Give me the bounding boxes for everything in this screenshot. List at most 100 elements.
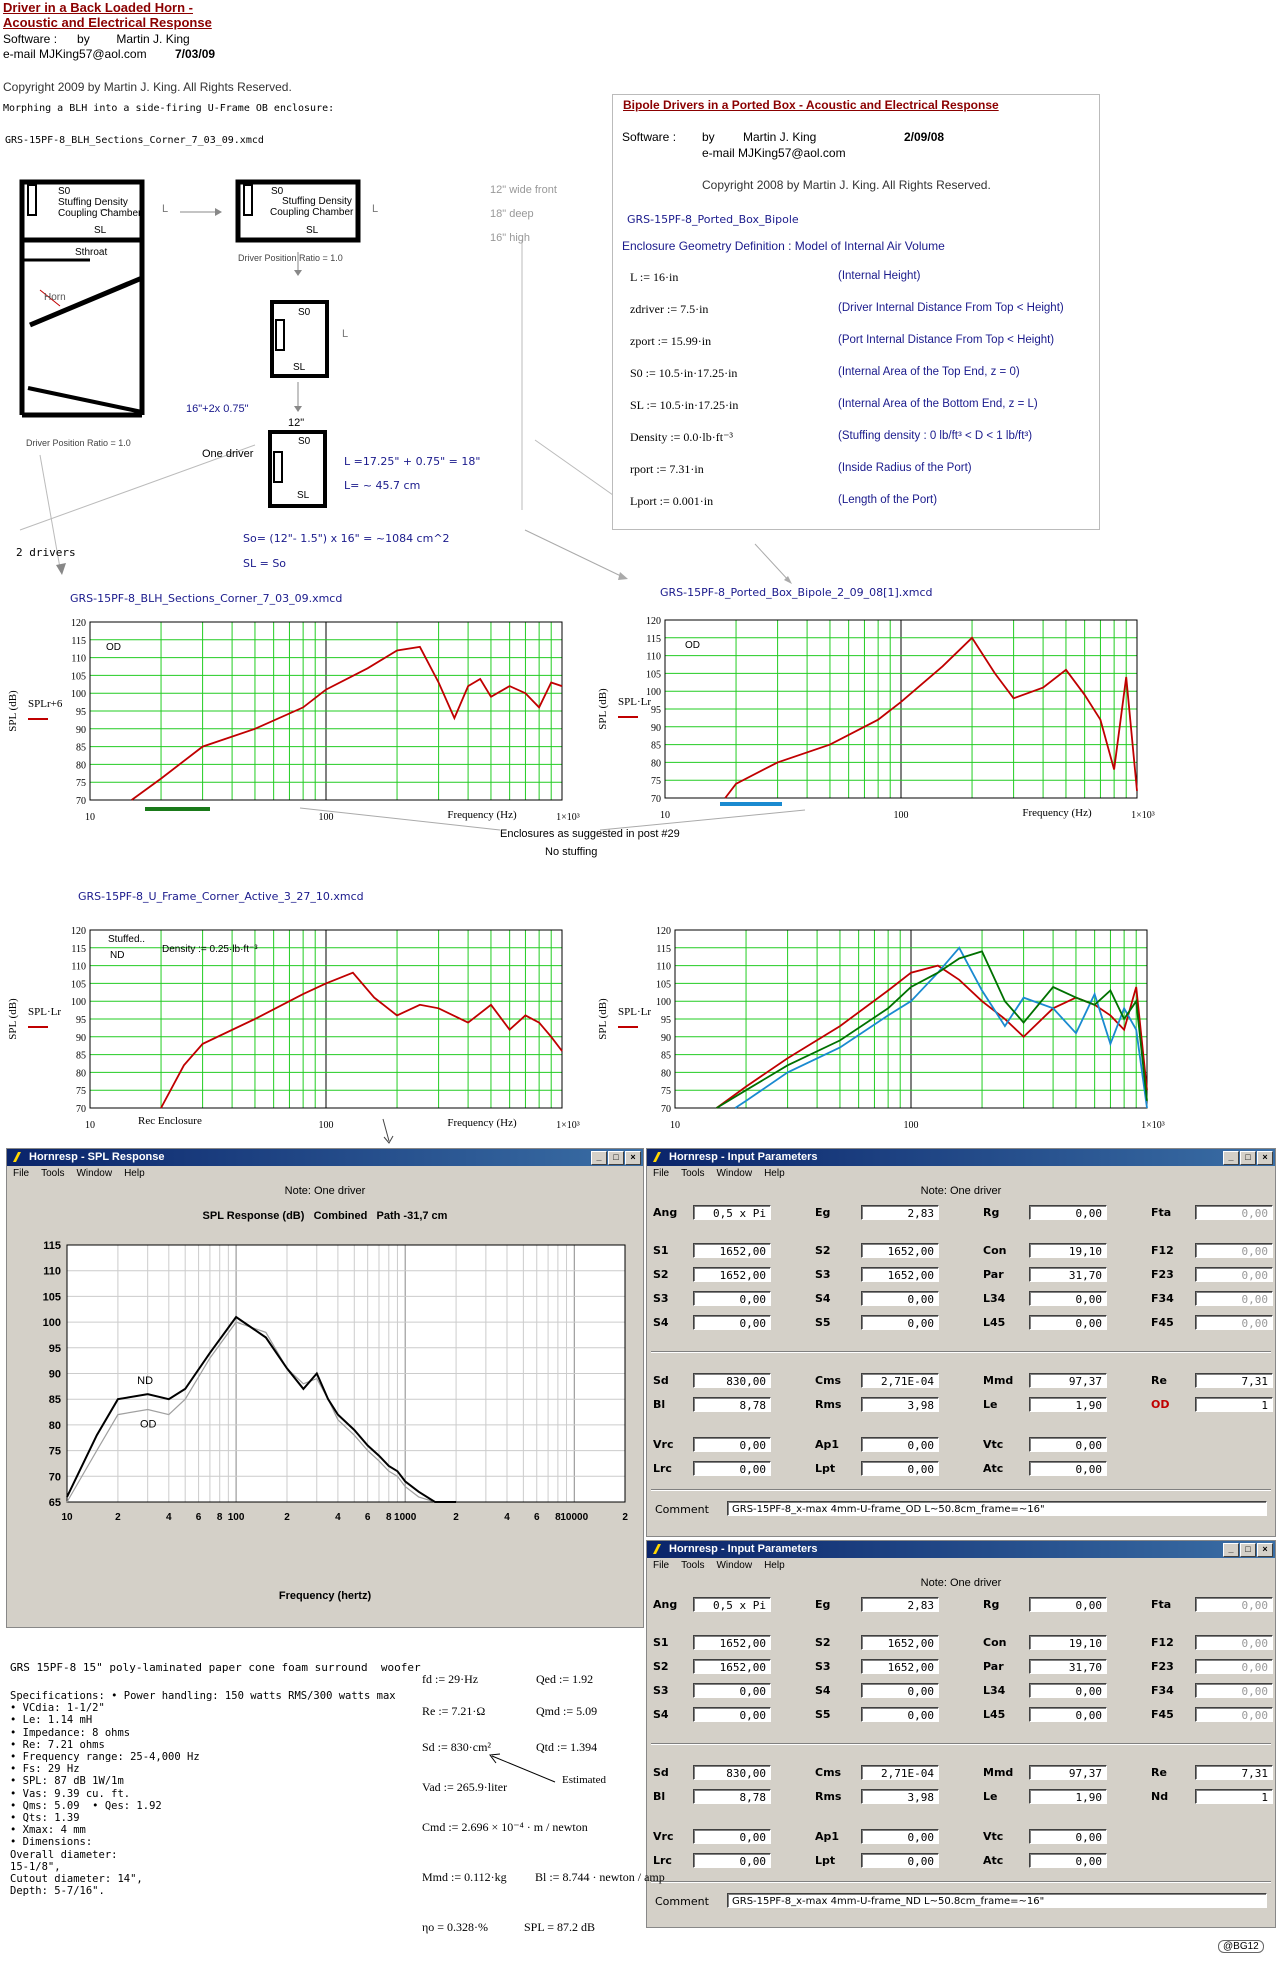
param-field-mmd[interactable]: 97,37 <box>1029 1765 1107 1780</box>
param-field-rg[interactable]: 0,00 <box>1029 1597 1107 1612</box>
param-field-s3[interactable]: 0,00 <box>693 1291 771 1306</box>
menu-item[interactable]: File <box>653 1168 670 1179</box>
param-field-s2[interactable]: 1652,00 <box>861 1243 939 1258</box>
menu-item[interactable]: Window <box>716 1168 753 1179</box>
param-field-lrc[interactable]: 0,00 <box>693 1461 771 1476</box>
minimize-button[interactable]: _ <box>591 1151 607 1165</box>
param-field-f23[interactable]: 0,00 <box>1195 1659 1273 1674</box>
param-field-vtc[interactable]: 0,00 <box>1029 1437 1107 1452</box>
param-field-l45[interactable]: 0,00 <box>1029 1315 1107 1330</box>
close-button[interactable]: × <box>1257 1543 1273 1557</box>
param-field-s3[interactable]: 1652,00 <box>861 1267 939 1282</box>
param-field-f34[interactable]: 0,00 <box>1195 1291 1273 1306</box>
param-field-rms[interactable]: 3,98 <box>861 1789 939 1804</box>
param-field-od[interactable]: 1 <box>1195 1397 1273 1412</box>
close-button[interactable]: × <box>1257 1151 1273 1165</box>
param-field-mmd[interactable]: 97,37 <box>1029 1373 1107 1388</box>
x-tick-label: 6 <box>196 1512 202 1523</box>
menu-item[interactable]: Help <box>124 1168 145 1179</box>
spec-line: • Le: 1.14 mH <box>10 1714 93 1727</box>
maximize-button[interactable]: □ <box>608 1151 624 1165</box>
param-field-con[interactable]: 19,10 <box>1029 1635 1107 1650</box>
param-field-sd[interactable]: 830,00 <box>693 1765 771 1780</box>
param-field-ap1[interactable]: 0,00 <box>861 1829 939 1844</box>
param-field-s5[interactable]: 0,00 <box>861 1315 939 1330</box>
param-field-s2[interactable]: 1652,00 <box>693 1267 771 1282</box>
param-field-lpt[interactable]: 0,00 <box>861 1853 939 1868</box>
param-field-lrc[interactable]: 0,00 <box>693 1853 771 1868</box>
param-field-atc[interactable]: 0,00 <box>1029 1853 1107 1868</box>
param-field-f12[interactable]: 0,00 <box>1195 1635 1273 1650</box>
menu-item[interactable]: Help <box>764 1560 785 1571</box>
maximize-button[interactable]: □ <box>1240 1151 1256 1165</box>
param-field-sd[interactable]: 830,00 <box>693 1373 771 1388</box>
comment-field[interactable]: GRS-15PF-8_x-max 4mm-U-frame_OD L~50.8cm… <box>727 1501 1267 1516</box>
comment-field[interactable]: GRS-15PF-8_x-max 4mm-U-frame_ND L~50.8cm… <box>727 1893 1267 1908</box>
param-field-lpt[interactable]: 0,00 <box>861 1461 939 1476</box>
param-field-f45[interactable]: 0,00 <box>1195 1707 1273 1722</box>
param-field-s4[interactable]: 0,00 <box>861 1683 939 1698</box>
param-field-f23[interactable]: 0,00 <box>1195 1267 1273 1282</box>
param-field-l34[interactable]: 0,00 <box>1029 1683 1107 1698</box>
menu-item[interactable]: Tools <box>681 1168 705 1179</box>
input-titlebar[interactable]: Hornresp - Input Parameters _ □ × <box>647 1149 1275 1166</box>
param-field-par[interactable]: 31,70 <box>1029 1659 1107 1674</box>
param-field-f45[interactable]: 0,00 <box>1195 1315 1273 1330</box>
param-field-vrc[interactable]: 0,00 <box>693 1437 771 1452</box>
param-field-ang[interactable]: 0,5 x Pi <box>693 1205 771 1220</box>
menu-item[interactable]: Tools <box>681 1560 705 1571</box>
menu-item[interactable]: Tools <box>41 1168 65 1179</box>
param-field-vrc[interactable]: 0,00 <box>693 1829 771 1844</box>
param-field-atc[interactable]: 0,00 <box>1029 1461 1107 1476</box>
param-field-rg[interactable]: 0,00 <box>1029 1205 1107 1220</box>
param-field-fta[interactable]: 0,00 <box>1195 1597 1273 1612</box>
spl-titlebar[interactable]: Hornresp - SPL Response _ □ × <box>7 1149 643 1166</box>
menu-item[interactable]: Window <box>716 1560 753 1571</box>
param-field-ang[interactable]: 0,5 x Pi <box>693 1597 771 1612</box>
param-field-s4[interactable]: 0,00 <box>693 1315 771 1330</box>
param-field-le[interactable]: 1,90 <box>1029 1789 1107 1804</box>
param-field-bl[interactable]: 8,78 <box>693 1397 771 1412</box>
param-field-s3[interactable]: 1652,00 <box>861 1659 939 1674</box>
y-tick-label: 95 <box>661 1015 671 1026</box>
param-field-ap1[interactable]: 0,00 <box>861 1437 939 1452</box>
legend-label: SPL·Lr <box>618 696 651 708</box>
param-field-vtc[interactable]: 0,00 <box>1029 1829 1107 1844</box>
minimize-button[interactable]: _ <box>1223 1543 1239 1557</box>
param-field-par[interactable]: 31,70 <box>1029 1267 1107 1282</box>
menu-item[interactable]: File <box>653 1560 670 1571</box>
menu-item[interactable]: Help <box>764 1168 785 1179</box>
param-field-con[interactable]: 19,10 <box>1029 1243 1107 1258</box>
param-field-s3[interactable]: 0,00 <box>693 1683 771 1698</box>
param-field-f34[interactable]: 0,00 <box>1195 1683 1273 1698</box>
param-field-eg[interactable]: 2,83 <box>861 1597 939 1612</box>
param-field-cms[interactable]: 2,71E-04 <box>861 1373 939 1388</box>
param-field-s2[interactable]: 1652,00 <box>693 1659 771 1674</box>
param-field-le[interactable]: 1,90 <box>1029 1397 1107 1412</box>
param-field-l45[interactable]: 0,00 <box>1029 1707 1107 1722</box>
param-field-re[interactable]: 7,31 <box>1195 1373 1273 1388</box>
param-field-s4[interactable]: 0,00 <box>693 1707 771 1722</box>
spec-line: Overall diameter: <box>10 1848 118 1861</box>
param-field-cms[interactable]: 2,71E-04 <box>861 1765 939 1780</box>
param-field-eg[interactable]: 2,83 <box>861 1205 939 1220</box>
maximize-button[interactable]: □ <box>1240 1543 1256 1557</box>
param-field-fta[interactable]: 0,00 <box>1195 1205 1273 1220</box>
param-field-bl[interactable]: 8,78 <box>693 1789 771 1804</box>
param-field-s5[interactable]: 0,00 <box>861 1707 939 1722</box>
menu-item[interactable]: Window <box>76 1168 113 1179</box>
param-field-re[interactable]: 7,31 <box>1195 1765 1273 1780</box>
param-field-s1[interactable]: 1652,00 <box>693 1243 771 1258</box>
input-params-window-nd: Hornresp - Input Parameters _ □ × File Tools W… <box>646 1540 1276 1928</box>
close-button[interactable]: × <box>625 1151 641 1165</box>
param-field-nd[interactable]: 1 <box>1195 1789 1273 1804</box>
param-field-l34[interactable]: 0,00 <box>1029 1291 1107 1306</box>
input-titlebar[interactable]: Hornresp - Input Parameters _ □ × <box>647 1541 1275 1558</box>
param-field-s4[interactable]: 0,00 <box>861 1291 939 1306</box>
param-field-f12[interactable]: 0,00 <box>1195 1243 1273 1258</box>
minimize-button[interactable]: _ <box>1223 1151 1239 1165</box>
param-field-s2[interactable]: 1652,00 <box>861 1635 939 1650</box>
param-field-rms[interactable]: 3,98 <box>861 1397 939 1412</box>
menu-item[interactable]: File <box>13 1168 30 1179</box>
param-field-s1[interactable]: 1652,00 <box>693 1635 771 1650</box>
